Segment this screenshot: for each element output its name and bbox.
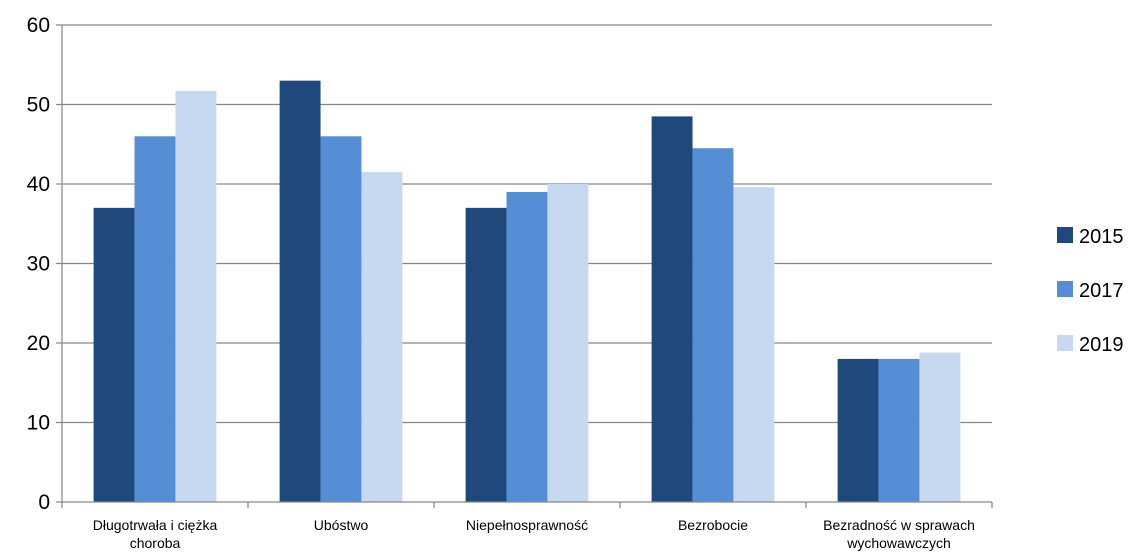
legend-swatch-2019 [1057,335,1073,351]
y-tick-label: 20 [27,332,50,355]
bars [93,80,961,503]
y-tick-label: 60 [27,14,50,37]
bar-2017-4 [878,358,920,502]
bar-2015-4 [837,358,879,502]
axes [61,25,992,503]
legend: 2015 2017 2019 [1057,226,1124,356]
bar-2019-3 [733,187,775,502]
x-axis-ticks: Długotrwała i ciężka choroba Ubóstwo Niepeł… [61,502,993,551]
y-tick-label: 10 [27,412,50,435]
legend-label: 2019 [1079,334,1124,356]
x-tick-label: Bezradność w sprawach [823,517,975,533]
x-tick-label: Ubóstwo [314,517,369,533]
bar-2015-3 [651,116,693,503]
bar-2019-2 [547,184,589,502]
bar-2019-4 [919,352,961,502]
y-tick-label: 30 [27,253,50,276]
bar-2019-1 [361,172,403,502]
y-axis-ticks: 0 10 20 30 40 50 60 [27,14,62,514]
bar-2015-2 [465,207,507,502]
bar-2017-0 [134,136,176,503]
legend-label: 2015 [1079,226,1124,248]
bar-2017-1 [320,136,362,503]
legend-swatch-2017 [1057,281,1073,297]
x-tick-label: Długotrwała i ciężka [93,517,218,533]
bar-2019-0 [175,90,217,503]
x-tick-label: Bezrobocie [678,517,748,533]
x-tick-label: Niepełnosprawność [466,517,588,533]
bar-2015-1 [279,80,321,503]
bar-2015-0 [93,207,135,502]
legend-label: 2017 [1079,280,1124,302]
y-tick-label: 40 [27,173,50,196]
y-tick-label: 50 [27,94,50,117]
legend-swatch-2015 [1057,227,1073,243]
y-tick-label: 0 [38,491,50,514]
bar-2017-2 [506,191,548,502]
bar-2017-3 [692,148,734,502]
x-tick-label: choroba [130,535,181,551]
x-tick-label: wychowawczych [846,535,950,551]
